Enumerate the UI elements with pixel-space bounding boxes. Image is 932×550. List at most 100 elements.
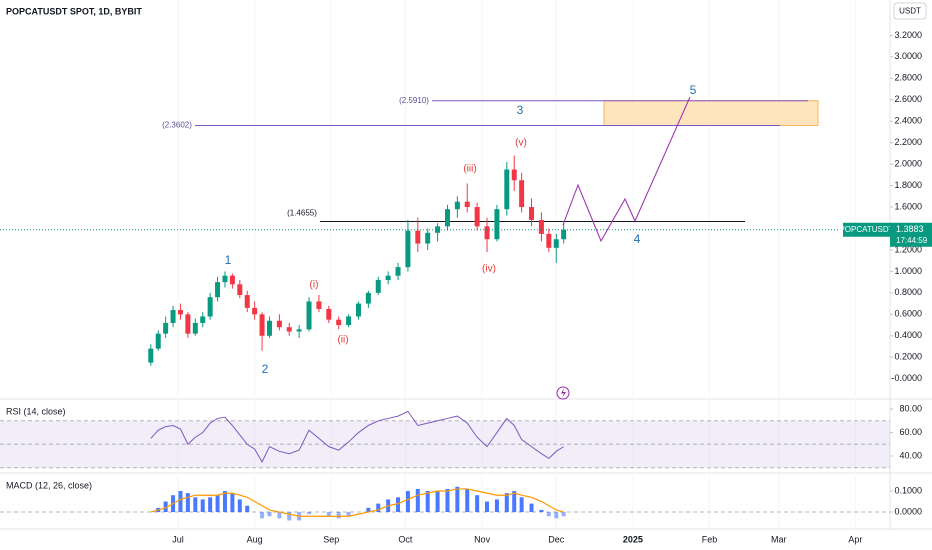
candle-body	[336, 319, 342, 326]
y-tick-label: 0.6000	[894, 309, 922, 319]
y-tick-label: 80.00	[899, 403, 922, 413]
candle-body	[385, 275, 391, 280]
macd-bar	[200, 499, 205, 513]
x-tick-label: 2025	[623, 534, 643, 544]
candle-body	[538, 219, 544, 234]
y-tick-label: 2.6000	[894, 94, 922, 104]
candle-body	[494, 209, 500, 240]
macd-bar	[346, 512, 351, 517]
macd-bar	[425, 491, 430, 513]
symbol-title: POPCATUSDT SPOT, 1D, BYBIT	[6, 6, 142, 16]
wave-label: (i)	[310, 280, 319, 291]
candle-body	[276, 320, 282, 328]
y-tick-label: 3.0000	[894, 51, 922, 61]
y-tick-label: 0.0000	[894, 506, 922, 516]
candle-body	[346, 316, 352, 326]
candle-body	[484, 226, 490, 240]
macd-bar	[222, 491, 227, 513]
candle-body	[405, 230, 411, 268]
wave-label: (iv)	[482, 264, 496, 275]
candle-body	[237, 284, 243, 296]
wave-label: 4	[634, 232, 641, 246]
wave-label: (ii)	[337, 335, 348, 346]
macd-bar	[277, 512, 282, 519]
macd-bar	[485, 501, 490, 513]
macd-bar	[215, 495, 220, 513]
y-tick-label: 0.2000	[894, 352, 922, 362]
candle-body	[222, 275, 228, 283]
price-level-label: (2.5910)	[399, 96, 429, 105]
macd-bar	[415, 488, 420, 513]
price-tag	[890, 222, 932, 247]
candle-body	[553, 239, 559, 248]
price-level-label: (2.3602)	[162, 121, 192, 130]
candle-body	[244, 295, 250, 308]
rsi-line	[150, 410, 564, 463]
macd-bar	[287, 512, 292, 521]
candle-body	[444, 209, 450, 227]
candle-body	[266, 320, 272, 336]
x-tick-label: Sep	[323, 534, 339, 544]
y-tick-label: 2.0000	[894, 159, 922, 169]
candle-body	[454, 201, 460, 210]
y-tick-label: 2.4000	[894, 116, 922, 126]
y-tick-label: 1.2000	[894, 244, 922, 254]
candle-body	[425, 232, 431, 244]
y-tick-label: 1.8000	[894, 180, 922, 190]
candle-body	[326, 308, 332, 320]
candle-body	[252, 307, 258, 315]
macd-bar	[512, 491, 517, 513]
y-tick-label: 2.2000	[894, 137, 922, 147]
candle-body	[286, 327, 292, 332]
projection-path	[562, 96, 691, 243]
x-tick-label: Apr	[848, 534, 862, 544]
wave-label: 5	[690, 83, 697, 97]
macd-bar	[237, 499, 242, 513]
macd-bar	[494, 499, 499, 513]
currency-label[interactable]: USDT	[899, 7, 921, 16]
macd-bar	[396, 497, 401, 513]
macd-bar	[504, 493, 509, 513]
macd-bar	[475, 495, 480, 513]
macd-bar	[519, 497, 524, 513]
candle-body	[229, 275, 235, 285]
macd-bar	[529, 503, 534, 513]
target-zone	[603, 100, 819, 126]
y-tick-label: 1.6000	[894, 201, 922, 211]
candle-body	[546, 233, 552, 248]
wave-label: (v)	[515, 138, 527, 149]
pane-title: RSI (14, close)	[6, 406, 66, 416]
macd-bar	[465, 488, 470, 513]
macd-bar	[307, 512, 312, 515]
macd-bar	[546, 512, 551, 517]
macd-bar	[455, 486, 460, 513]
candle-body	[185, 314, 191, 334]
x-tick-label: Dec	[548, 534, 565, 544]
candle-body	[464, 201, 470, 208]
y-tick-label: 2.8000	[894, 73, 922, 83]
macd-bar	[326, 512, 331, 517]
currency-button[interactable]	[893, 2, 927, 20]
candle-body	[215, 282, 221, 298]
candle-body	[306, 301, 312, 330]
candle-body	[561, 229, 567, 240]
macd-bar	[267, 512, 272, 517]
y-tick-label: 0.1000	[894, 485, 922, 495]
candle-body	[155, 333, 161, 349]
x-tick-label: Mar	[771, 534, 787, 544]
x-tick-label: Jul	[172, 534, 184, 544]
candle-body	[200, 316, 206, 323]
candle-body	[435, 226, 441, 233]
candle-body	[519, 180, 525, 208]
symbol-tag-label: POPCATUSDT	[839, 225, 893, 234]
macd-bar	[260, 512, 265, 519]
y-tick-label: -0.0000	[891, 373, 922, 383]
y-tick-label: 3.2000	[894, 30, 922, 40]
candle-body	[316, 301, 322, 309]
macd-bar	[245, 505, 250, 513]
y-tick-label: 0.4000	[894, 330, 922, 340]
macd-bar	[376, 503, 381, 513]
candle-body	[192, 322, 198, 334]
